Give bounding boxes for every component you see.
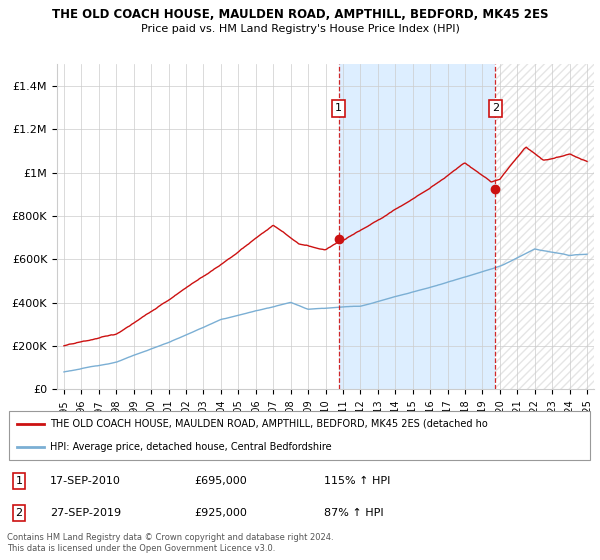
Text: £925,000: £925,000: [194, 508, 247, 518]
Text: 1: 1: [16, 476, 22, 486]
Text: THE OLD COACH HOUSE, MAULDEN ROAD, AMPTHILL, BEDFORD, MK45 2ES (detached ho: THE OLD COACH HOUSE, MAULDEN ROAD, AMPTH…: [50, 419, 488, 429]
Text: 87% ↑ HPI: 87% ↑ HPI: [323, 508, 383, 518]
FancyBboxPatch shape: [9, 411, 590, 460]
Text: HPI: Average price, detached house, Central Bedfordshire: HPI: Average price, detached house, Cent…: [50, 442, 332, 452]
Text: Price paid vs. HM Land Registry's House Price Index (HPI): Price paid vs. HM Land Registry's House …: [140, 24, 460, 34]
Text: 115% ↑ HPI: 115% ↑ HPI: [323, 476, 390, 486]
Text: Contains HM Land Registry data © Crown copyright and database right 2024.
This d: Contains HM Land Registry data © Crown c…: [7, 533, 334, 553]
Bar: [338, 64, 496, 389]
Text: 27-SEP-2019: 27-SEP-2019: [50, 508, 121, 518]
Text: 2: 2: [16, 508, 22, 518]
Text: 1: 1: [335, 103, 342, 113]
Text: 2: 2: [492, 103, 499, 113]
Text: THE OLD COACH HOUSE, MAULDEN ROAD, AMPTHILL, BEDFORD, MK45 2ES: THE OLD COACH HOUSE, MAULDEN ROAD, AMPTH…: [52, 8, 548, 21]
Text: £695,000: £695,000: [194, 476, 247, 486]
Text: 17-SEP-2010: 17-SEP-2010: [50, 476, 121, 486]
Bar: [496, 64, 594, 389]
